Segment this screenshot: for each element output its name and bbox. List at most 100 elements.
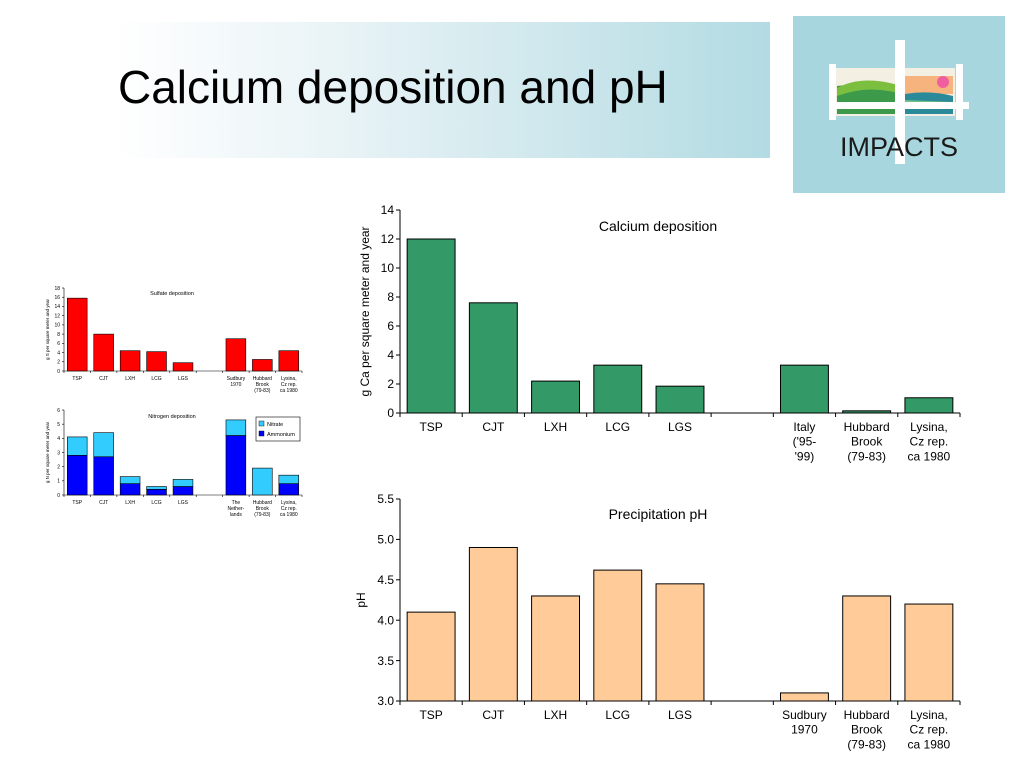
y-axis-label: g N per square meter and year bbox=[45, 421, 50, 483]
bar bbox=[146, 351, 167, 372]
bar-nitrate bbox=[172, 479, 194, 487]
y-tick-label: 3 bbox=[57, 450, 60, 456]
x-tick-label: Lysina, bbox=[910, 708, 948, 722]
x-tick-label: Cz rep. bbox=[281, 506, 297, 512]
y-tick-label: 14 bbox=[381, 203, 395, 217]
sulfate-deposition-chart: 0 2 4 6 8 10 12 14 16 18 TSP CJT LXH LCG LGS Sudbury197… bbox=[45, 286, 303, 394]
x-tick-label: Hubbard bbox=[844, 708, 890, 722]
impacts-logo: IMPACTS bbox=[793, 16, 1005, 193]
y-tick-label: 16 bbox=[54, 295, 60, 301]
y-tick-label: 6 bbox=[57, 408, 60, 414]
legend-swatch bbox=[258, 430, 265, 437]
bar bbox=[593, 364, 643, 414]
bar bbox=[531, 380, 581, 414]
bar bbox=[93, 333, 114, 372]
x-tick-label: Brook bbox=[256, 382, 270, 388]
x-tick-label: (79-83) bbox=[847, 449, 886, 463]
bar bbox=[842, 410, 892, 414]
bar-ammonium bbox=[172, 486, 194, 496]
x-tick-label: Sudbury bbox=[782, 708, 827, 722]
x-tick-label: (79-83) bbox=[847, 737, 886, 751]
y-tick-label: 5 bbox=[57, 422, 60, 428]
x-tick-label: (79-83) bbox=[254, 512, 270, 518]
x-tick-label: LXH bbox=[544, 708, 567, 722]
chart-title: Nitrogen deposition bbox=[148, 414, 195, 420]
bar-nitrate bbox=[278, 474, 299, 484]
bar bbox=[406, 238, 456, 414]
calcium-deposition-chart: 0 2 4 6 8 10 12 14 TSP CJT LXH LCG LGS Italy('95-'99)… bbox=[358, 203, 961, 463]
bar bbox=[406, 611, 456, 702]
y-tick-label: 1 bbox=[57, 479, 60, 485]
bar-nitrate bbox=[93, 432, 114, 458]
chart-title: Sulfate deposition bbox=[150, 291, 194, 297]
bar bbox=[779, 692, 829, 702]
x-tick-label: LCG bbox=[151, 500, 161, 506]
bar bbox=[779, 364, 829, 414]
x-tick-label: Hubbard bbox=[253, 376, 272, 382]
bar bbox=[468, 302, 518, 414]
x-tick-label: CJT bbox=[482, 420, 505, 434]
y-tick-label: 4 bbox=[57, 350, 60, 356]
x-tick-label: Cz rep. bbox=[281, 382, 297, 388]
x-tick-label: Lysina, bbox=[281, 376, 297, 382]
y-tick-label: 4.5 bbox=[377, 573, 394, 587]
y-tick-label: 0 bbox=[387, 406, 394, 420]
chart-title: Precipitation pH bbox=[609, 506, 708, 522]
y-tick-label: 0 bbox=[57, 493, 60, 499]
bar bbox=[655, 583, 705, 702]
x-tick-label: LGS bbox=[178, 500, 189, 506]
x-tick-label: TSP bbox=[72, 500, 82, 506]
y-axis-label: g S per square meter and year bbox=[45, 298, 50, 360]
y-tick-label: 3.0 bbox=[377, 694, 394, 708]
x-tick-label: LCG bbox=[151, 376, 161, 382]
y-tick-label: 8 bbox=[57, 332, 60, 338]
y-tick-label: 2 bbox=[387, 377, 394, 391]
bar-ammonium bbox=[146, 489, 167, 496]
x-tick-label: The bbox=[232, 500, 241, 506]
bar bbox=[278, 350, 299, 372]
x-tick-label: Hubbard bbox=[253, 500, 272, 506]
bar bbox=[119, 350, 141, 372]
bar bbox=[904, 603, 954, 702]
bar-nitrate bbox=[146, 486, 167, 490]
x-tick-label: ca 1980 bbox=[908, 737, 951, 751]
bar bbox=[67, 297, 88, 372]
y-axis-label: g Ca per square meter and year bbox=[358, 226, 372, 396]
x-tick-label: LGS bbox=[178, 376, 189, 382]
bar bbox=[172, 362, 194, 372]
bar bbox=[904, 397, 954, 414]
x-tick-label: (79-83) bbox=[254, 388, 270, 394]
x-tick-label: CJT bbox=[99, 376, 108, 382]
x-tick-label: ca 1980 bbox=[280, 388, 298, 394]
x-tick-label: LXH bbox=[125, 500, 135, 506]
x-tick-label: 1970 bbox=[230, 382, 241, 388]
x-tick-label: Brook bbox=[256, 506, 270, 512]
y-tick-label: 6 bbox=[57, 341, 60, 347]
bar bbox=[593, 569, 643, 702]
x-tick-label: LXH bbox=[125, 376, 135, 382]
bar bbox=[842, 595, 892, 702]
bar-nitrate bbox=[225, 419, 247, 436]
bar-nitrate bbox=[67, 436, 88, 456]
x-tick-label: LGS bbox=[668, 420, 692, 434]
y-tick-label: 12 bbox=[54, 313, 60, 319]
y-tick-label: 2 bbox=[57, 464, 60, 470]
x-tick-label: Lysina, bbox=[281, 500, 297, 506]
x-tick-label: LCG bbox=[605, 708, 630, 722]
y-axis-label: pH bbox=[355, 592, 368, 607]
bar bbox=[225, 338, 247, 372]
x-tick-label: CJT bbox=[99, 500, 108, 506]
bar bbox=[468, 546, 518, 702]
y-tick-label: 0 bbox=[57, 369, 60, 375]
chart-title: Calcium deposition bbox=[599, 218, 717, 234]
x-tick-label: '99) bbox=[795, 449, 815, 463]
x-tick-label: Brook bbox=[851, 723, 883, 737]
bar-ammonium bbox=[67, 455, 88, 496]
x-tick-label: Cz rep. bbox=[910, 723, 949, 737]
bar bbox=[531, 595, 581, 702]
x-tick-label: TSP bbox=[419, 708, 442, 722]
y-tick-label: 10 bbox=[381, 261, 395, 275]
y-tick-label: 10 bbox=[54, 323, 60, 329]
x-tick-label: Brook bbox=[851, 435, 883, 449]
